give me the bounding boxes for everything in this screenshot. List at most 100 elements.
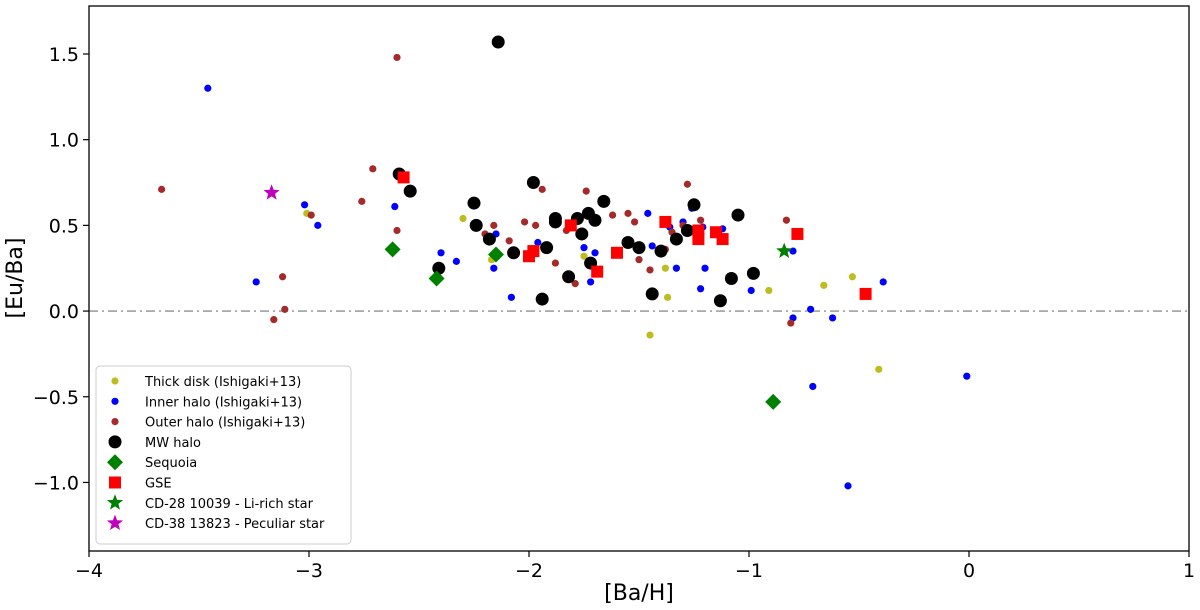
data-point	[507, 246, 521, 260]
data-point	[490, 221, 498, 229]
data-point	[314, 221, 322, 229]
data-point	[526, 176, 540, 190]
legend-item-cd-28-10039-li-rich-star: CD-28 10039 - Li-rich star	[106, 494, 314, 512]
legend-item-mw-halo: MW halo	[108, 435, 201, 451]
x-tick-label: 0	[963, 560, 975, 582]
data-point	[844, 482, 852, 490]
y-tick-label: −1.0	[33, 472, 79, 494]
data-point	[631, 218, 639, 226]
series-mw-halo	[392, 35, 760, 308]
data-point	[597, 194, 611, 208]
data-point	[532, 221, 540, 229]
data-point	[683, 180, 692, 188]
data-point	[859, 287, 872, 300]
legend-item-sequoia: Sequoia	[107, 454, 197, 471]
series-cd-38-13823-peculiar-star	[263, 184, 280, 200]
data-point	[713, 294, 727, 308]
data-point	[646, 331, 654, 339]
data-point	[469, 218, 483, 232]
data-point	[428, 270, 445, 287]
data-point	[391, 202, 399, 211]
data-point	[307, 211, 315, 219]
y-tick-label: −0.5	[33, 387, 79, 409]
data-point	[776, 242, 793, 258]
data-point	[648, 242, 656, 250]
data-point	[644, 209, 652, 217]
data-point	[765, 393, 782, 410]
y-axis-label: [Eu/Ba]	[3, 238, 28, 319]
series-cd-28-10039-li-rich-star	[776, 242, 793, 258]
data-point	[587, 278, 595, 286]
legend-marker	[107, 454, 123, 471]
data-point	[672, 264, 681, 272]
y-tick-label: 0.5	[49, 215, 79, 237]
data-point	[654, 244, 668, 258]
data-point	[591, 265, 604, 278]
legend-marker	[106, 494, 124, 510]
data-point	[575, 227, 589, 241]
data-point	[582, 187, 590, 195]
data-point	[746, 266, 760, 280]
data-point	[820, 281, 828, 289]
series-inner-halo-ishigaki-13	[204, 84, 971, 490]
data-point	[697, 285, 705, 293]
data-point	[724, 272, 738, 285]
legend-box	[95, 365, 352, 545]
data-point	[527, 245, 540, 258]
x-tick-label: −4	[75, 560, 103, 582]
data-point	[301, 201, 309, 209]
legend: Thick disk (Ishigaki+13) Inner halo (Ishi…	[95, 365, 352, 545]
legend-label: CD-38 13823 - Peculiar star	[145, 517, 325, 532]
data-point	[782, 216, 791, 224]
data-point	[692, 233, 705, 246]
data-point	[358, 197, 366, 205]
data-point	[807, 305, 815, 313]
legend-item-outer-halo-ishigaki-13: Outer halo (Ishigaki+13)	[111, 416, 305, 431]
data-point	[384, 241, 401, 258]
legend-item-inner-halo-ishigaki-13: Inner halo (Ishigaki+13)	[111, 395, 302, 410]
data-point	[491, 35, 505, 49]
series-gse	[397, 171, 872, 300]
data-point	[507, 293, 515, 301]
data-points	[158, 35, 971, 490]
data-point	[624, 209, 632, 217]
data-point	[279, 273, 287, 281]
data-point	[204, 84, 212, 92]
legend-item-cd-38-13823-peculiar-star: CD-38 13823 - Peculiar star	[106, 514, 325, 532]
data-point	[669, 232, 683, 246]
data-point	[580, 244, 588, 252]
data-point	[591, 249, 599, 257]
data-point	[809, 382, 817, 391]
legend-label: CD-28 10039 - Li-rich star	[145, 497, 314, 512]
data-point	[158, 185, 166, 193]
y-tick-label: 1.5	[49, 44, 79, 66]
data-point	[562, 270, 576, 284]
data-point	[731, 208, 745, 222]
data-point	[467, 196, 481, 210]
data-point	[571, 280, 579, 288]
data-point	[505, 237, 513, 245]
data-point	[661, 264, 670, 272]
data-point	[765, 286, 773, 295]
legend-marker	[111, 377, 119, 385]
x-tick-label: −3	[295, 560, 323, 582]
data-point	[687, 198, 701, 212]
data-point	[437, 249, 445, 257]
legend-marker	[111, 397, 119, 405]
x-tick-label: −1	[735, 560, 763, 582]
y-tick-label: 1.0	[49, 130, 79, 152]
data-point	[848, 273, 857, 281]
data-point	[875, 365, 883, 373]
data-point	[263, 184, 280, 200]
x-axis-ticks: −4 −3 −2 −1 0 1	[75, 551, 1195, 582]
data-point	[281, 305, 289, 313]
legend-label: Inner halo (Ishigaki+13)	[145, 395, 302, 410]
data-point	[551, 259, 560, 267]
data-point	[270, 316, 278, 324]
data-point	[534, 238, 542, 247]
x-tick-label: 1	[1183, 560, 1195, 582]
legend-label: MW halo	[145, 436, 201, 451]
data-point	[393, 53, 401, 62]
legend-marker	[108, 435, 122, 449]
